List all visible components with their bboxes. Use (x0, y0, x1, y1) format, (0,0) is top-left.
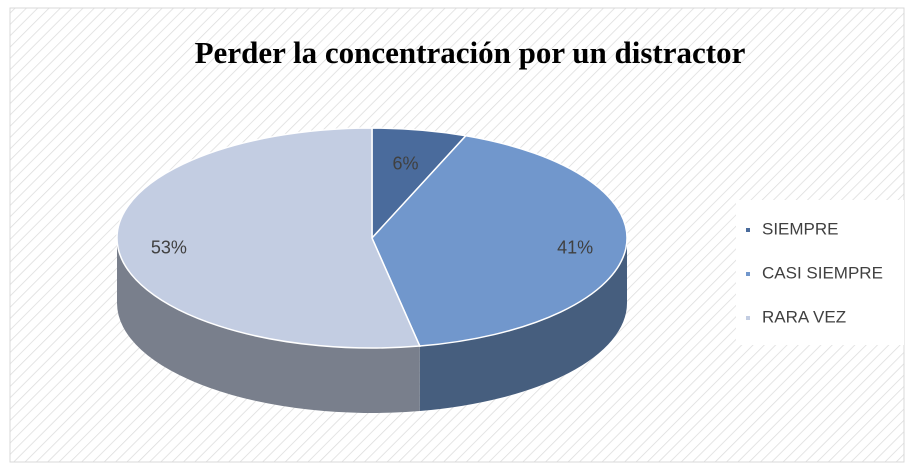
pie-slice (116, 127, 421, 349)
legend-marker (746, 272, 750, 276)
data-label: 6% (392, 153, 418, 173)
legend-marker (746, 228, 750, 232)
data-labels: 6% 41% 53% (151, 153, 593, 257)
pie-tops (116, 127, 628, 349)
legend-label: RARA VEZ (762, 307, 846, 326)
pie-side (117, 238, 420, 414)
pie-sides (117, 238, 627, 414)
pie-slice (371, 134, 628, 347)
chart-title: Perder la concentración por un distracto… (195, 35, 746, 70)
legend: SIEMPRE CASI SIEMPRE RARA VEZ (746, 219, 883, 326)
legend-box (736, 200, 904, 345)
pie-side (419, 238, 627, 412)
data-label: 41% (557, 237, 593, 257)
legend-marker (746, 316, 750, 320)
legend-label: SIEMPRE (762, 219, 839, 238)
legend-label: CASI SIEMPRE (762, 263, 883, 282)
data-label: 53% (151, 237, 187, 257)
